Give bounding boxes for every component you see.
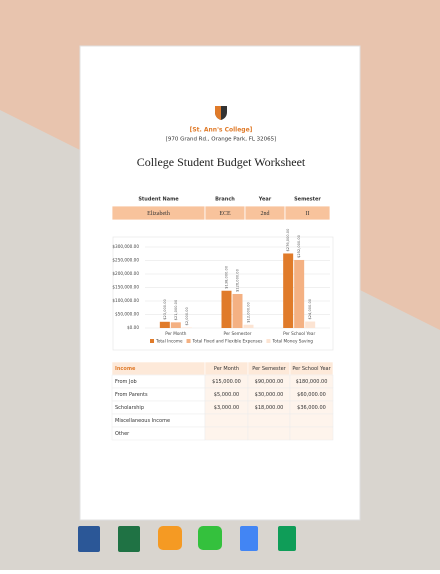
pages-icon — [158, 526, 182, 550]
bar — [232, 293, 243, 328]
legend-label: Total Fixed and Flexible Expenses — [192, 339, 263, 344]
table-header: Branch — [215, 197, 235, 203]
bar — [170, 322, 181, 328]
table-cell-text: $60,000.00 — [297, 392, 326, 398]
table-cell-text: $5,000.00 — [214, 392, 239, 398]
table-cell-text: Scholarship — [115, 405, 144, 411]
table-header: Per Month — [214, 366, 239, 372]
table-cell-text: ECE — [219, 211, 231, 217]
table-cell-text: 2nd — [261, 211, 270, 217]
table-cell — [289, 426, 334, 441]
value-label: $138,000.00 — [225, 265, 229, 289]
table-cell-text: From Job — [115, 379, 137, 385]
table-cell — [247, 413, 291, 428]
table-cell — [289, 413, 334, 428]
table-header: Year — [258, 197, 272, 203]
value-label: $23,000.00 — [163, 299, 167, 320]
legend-swatch — [186, 339, 191, 343]
logo-accent — [215, 106, 221, 120]
y-tick-label: $50,000.00 — [115, 312, 139, 317]
bar — [181, 327, 192, 328]
value-label: $252,000.00 — [297, 234, 301, 258]
y-tick-label: $100,000.00 — [112, 298, 139, 303]
table-cell — [204, 413, 249, 428]
legend-label: Total Money Saving — [271, 339, 313, 344]
table-header: Per School Year — [292, 366, 331, 372]
content: Student Name Elizabeth Branch ECE Year 2nd Sem… — [111, 197, 334, 441]
table-cell-text: Other — [115, 431, 130, 437]
table-cell-text: $18,000.00 — [255, 405, 284, 411]
value-label: $126,000.00 — [236, 268, 240, 292]
document-sheet — [79, 45, 361, 521]
x-tick-label: Per School Year — [283, 331, 315, 336]
bar — [221, 290, 232, 328]
x-tick-label: Per Month — [165, 331, 186, 336]
x-tick-label: Per Semester — [223, 331, 251, 336]
table-header: Income — [115, 366, 136, 372]
bar — [294, 259, 305, 328]
college-address: [970 Grand Rd., Orange Park, FL 32065] — [166, 137, 277, 143]
table-cell-text: Miscellaneous Income — [115, 418, 170, 424]
value-label: $2,000.00 — [185, 306, 189, 325]
excel-icon — [118, 526, 140, 552]
table-cell-text: $30,000.00 — [255, 392, 284, 398]
bar — [305, 321, 316, 328]
bar — [243, 324, 254, 328]
legend-label: Total Income — [155, 339, 183, 344]
table-cell-text: $3,000.00 — [214, 405, 239, 411]
table-cell — [247, 426, 291, 441]
table-header: Student Name — [138, 197, 179, 203]
chart-frame — [112, 236, 334, 351]
value-label: $24,000.00 — [308, 298, 312, 319]
y-tick-label: $150,000.00 — [112, 285, 139, 290]
sheets-icon — [278, 526, 296, 551]
table-cell-text: $15,000.00 — [212, 379, 241, 385]
table-cell-text: $90,000.00 — [255, 379, 284, 385]
table-cell-text: $36,000.00 — [297, 405, 326, 411]
table-cell — [204, 426, 249, 441]
table-cell — [284, 205, 331, 221]
word-icon — [78, 526, 100, 552]
y-tick-label: $0.00 — [127, 325, 139, 330]
table-header: Per Semester — [252, 366, 286, 372]
table-cell-text: From Parents — [115, 392, 148, 398]
legend-swatch — [150, 339, 154, 343]
document-title: College Student Budget Worksheet — [137, 155, 306, 169]
numbers-icon — [198, 526, 222, 550]
legend-swatch — [266, 339, 271, 343]
y-tick-label: $250,000.00 — [112, 258, 139, 263]
app-icons — [78, 526, 296, 552]
table-header: Semester — [294, 197, 321, 203]
docs-icon — [240, 526, 258, 551]
bar — [283, 253, 294, 328]
value-label: $276,000.00 — [286, 228, 290, 252]
y-tick-label: $200,000.00 — [112, 271, 139, 276]
table-cell-text: Elizabeth — [147, 211, 170, 217]
table-cell-text: II — [306, 211, 310, 217]
college-name: [St. Ann's College] — [190, 127, 253, 134]
table-cell-text: $180,000.00 — [296, 379, 328, 385]
value-label: $21,000.00 — [174, 299, 178, 320]
value-label: $12,000.00 — [247, 301, 251, 322]
bar — [159, 321, 170, 328]
y-tick-label: $300,000.00 — [112, 244, 139, 249]
